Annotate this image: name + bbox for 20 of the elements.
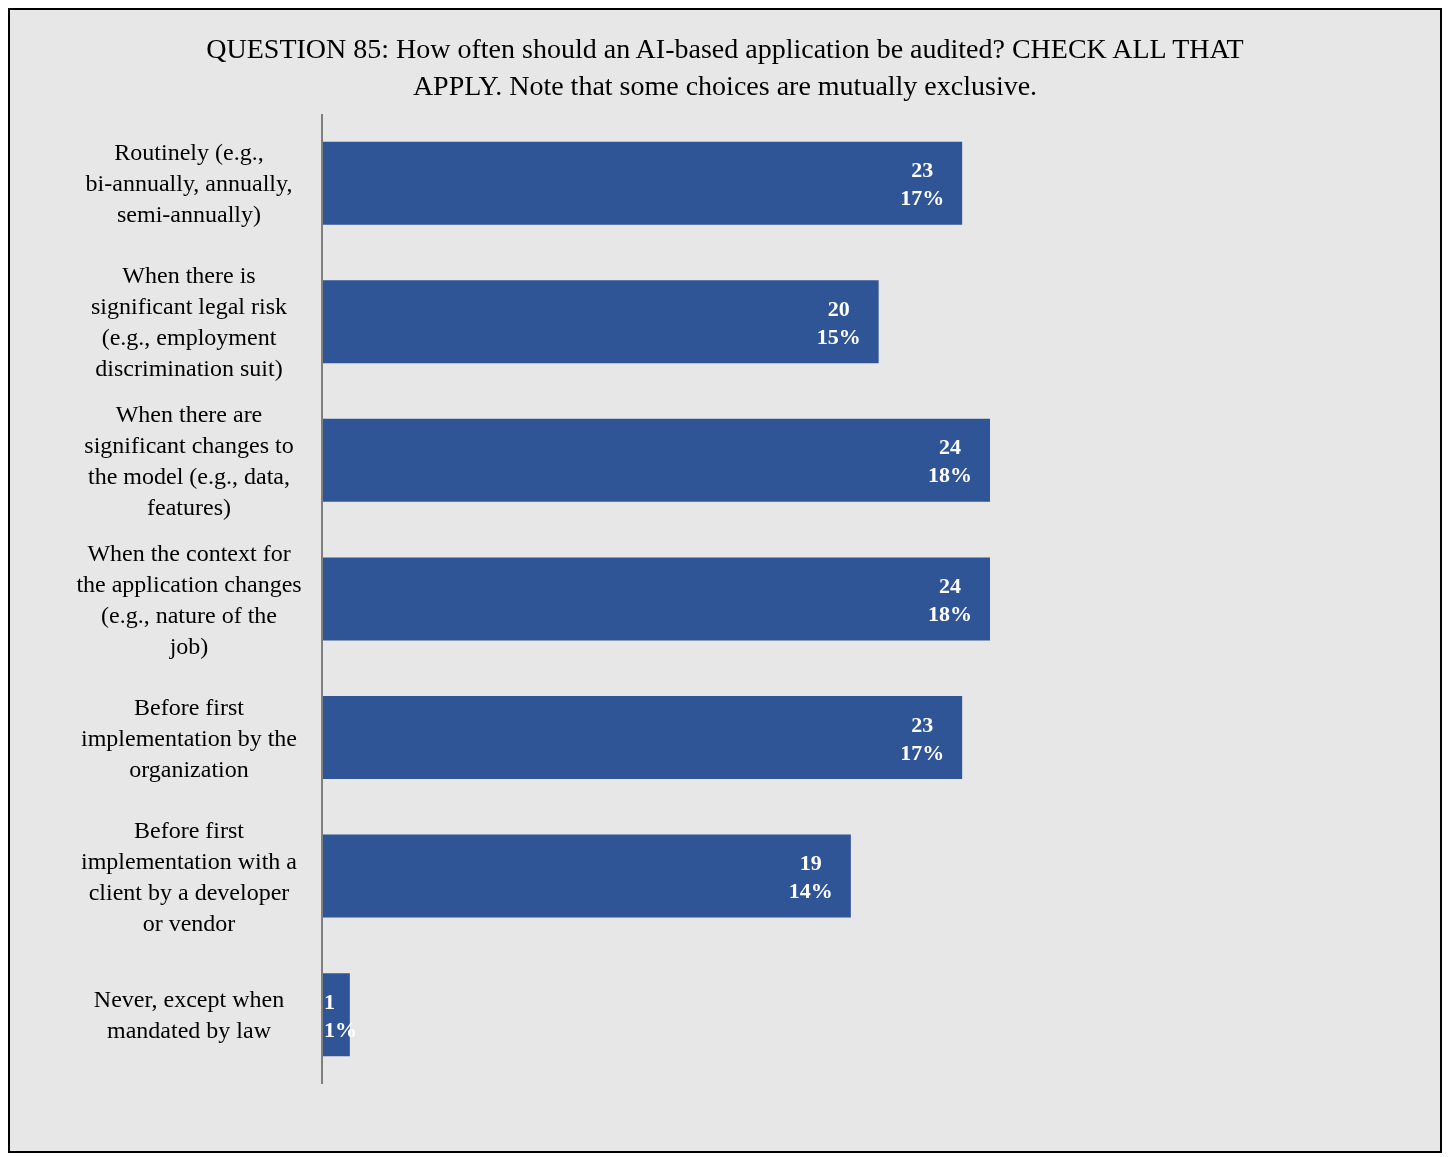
y-tick-label: Before first implementation by the organization: [81, 693, 297, 782]
data-label: 24 18%: [928, 572, 972, 626]
data-label: 20 15%: [816, 295, 861, 349]
y-tick-label: Before first implementation with a client by a developer or vendor: [81, 816, 298, 936]
y-tick-label: When there are significant changes to the model (e.g., data, features): [84, 400, 294, 520]
bar: [322, 418, 990, 502]
bar: [322, 696, 963, 779]
y-tick-label: When the context for the application changes (e.g., nature of the job): [76, 539, 302, 659]
y-tick-label: When there is significant legal risk (e.g., employment discrimination suit): [91, 262, 287, 382]
y-tick-label: Never, except when mandated by law: [93, 986, 285, 1044]
data-label: 23 17%: [900, 711, 945, 765]
data-label: 24 18%: [928, 434, 972, 488]
bar: [322, 141, 963, 225]
bar: [322, 280, 879, 364]
y-tick-label: Routinely (e.g., bi-annually, annually, semi-annually): [85, 139, 293, 228]
bar: [322, 557, 990, 641]
data-label: 19 14%: [788, 850, 833, 904]
data-label: 23 17%: [900, 157, 945, 211]
bar: [322, 834, 851, 918]
chart-title: QUESTION 85: How often should an AI-based application be audited? CHECK ALL THAT APPLY. Note that some choices are mutually exclusive.: [205, 32, 1245, 103]
